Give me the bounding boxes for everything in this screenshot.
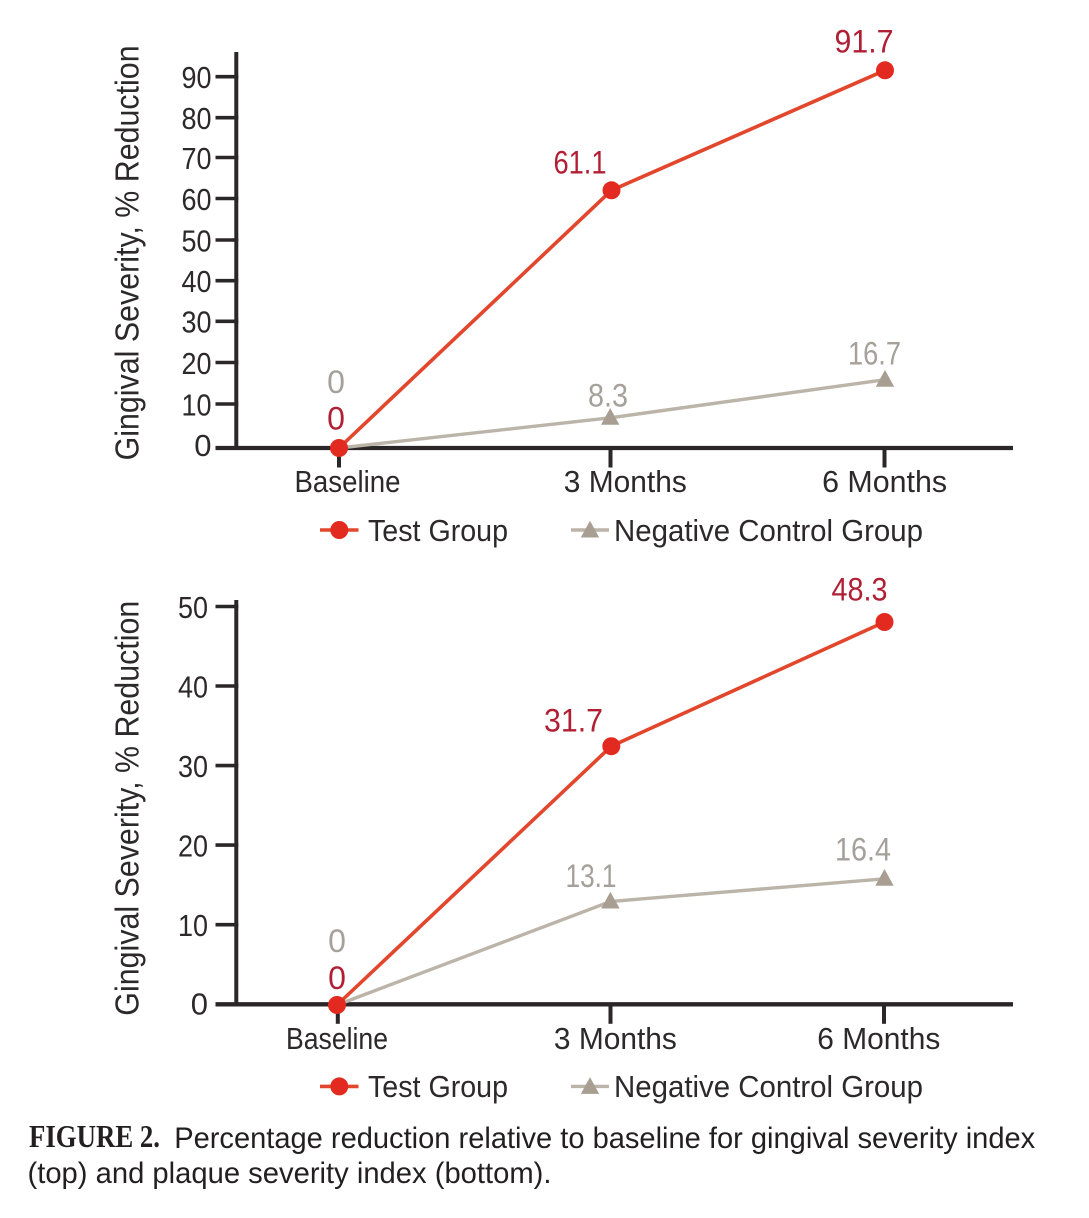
- svg-text:91.7: 91.7: [835, 24, 894, 60]
- svg-text:70: 70: [182, 141, 212, 176]
- svg-text:0: 0: [327, 364, 345, 400]
- svg-text:40: 40: [182, 264, 212, 299]
- svg-text:61.1: 61.1: [554, 145, 607, 181]
- svg-text:13.1: 13.1: [566, 858, 617, 894]
- svg-text:Baseline: Baseline: [295, 464, 401, 499]
- svg-text:20: 20: [178, 828, 208, 863]
- svg-text:Test Group: Test Group: [368, 1069, 508, 1104]
- svg-text:Gingival Severity, % Reduction: Gingival Severity, % Reduction: [109, 601, 146, 1016]
- svg-text:Negative Control Group: Negative Control Group: [614, 1069, 923, 1104]
- svg-text:80: 80: [182, 101, 212, 136]
- svg-text:10: 10: [178, 908, 208, 943]
- svg-text:50: 50: [178, 590, 208, 625]
- svg-text:Negative Control Group: Negative Control Group: [614, 513, 923, 548]
- svg-text:Baseline: Baseline: [286, 1021, 388, 1056]
- svg-text:3 Months: 3 Months: [554, 1021, 677, 1056]
- svg-text:8.3: 8.3: [588, 378, 628, 414]
- svg-text:0: 0: [328, 960, 346, 996]
- svg-text:10: 10: [182, 387, 212, 422]
- svg-text:40: 40: [178, 669, 208, 704]
- svg-text:48.3: 48.3: [832, 572, 888, 608]
- svg-text:0: 0: [327, 400, 345, 436]
- svg-text:90: 90: [182, 60, 212, 95]
- svg-text:20: 20: [182, 346, 212, 381]
- svg-text:Gingival Severity, % Reduction: Gingival Severity, % Reduction: [109, 45, 146, 460]
- svg-text:(top) and plaque severity inde: (top) and plaque severity index (bottom)…: [28, 1157, 552, 1190]
- svg-text:16.4: 16.4: [835, 832, 891, 868]
- svg-text:60: 60: [182, 182, 212, 217]
- svg-text:6 Months: 6 Months: [817, 1021, 940, 1056]
- svg-text:0: 0: [194, 428, 211, 463]
- svg-text:6 Months: 6 Months: [822, 464, 947, 499]
- svg-text:0: 0: [191, 987, 208, 1022]
- svg-text:30: 30: [178, 749, 208, 784]
- svg-text:Test Group: Test Group: [368, 513, 508, 548]
- svg-text:30: 30: [182, 305, 212, 340]
- svg-text:FIGURE 2.: FIGURE 2.: [29, 1118, 160, 1154]
- svg-text:3 Months: 3 Months: [564, 464, 687, 499]
- svg-text:50: 50: [182, 223, 212, 258]
- svg-text:31.7: 31.7: [544, 703, 603, 739]
- svg-text:Percentage reduction relative: Percentage reduction relative to baselin…: [174, 1122, 1035, 1155]
- svg-text:16.7: 16.7: [848, 336, 901, 372]
- svg-text:0: 0: [328, 923, 346, 959]
